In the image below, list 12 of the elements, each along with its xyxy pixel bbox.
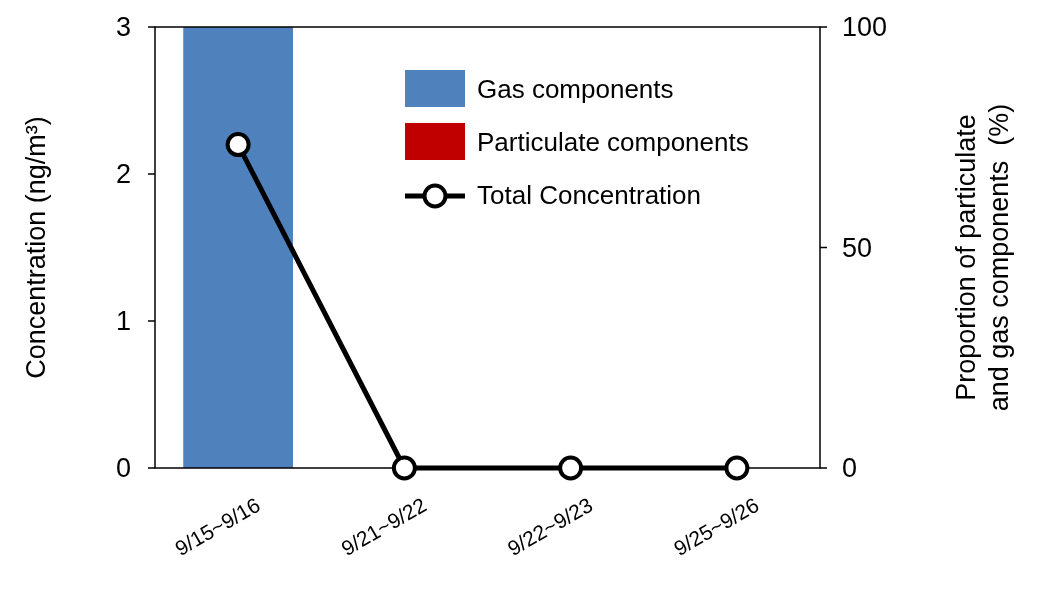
legend-label: Total Concentration [477,180,702,210]
legend-label: Particulate components [477,127,749,157]
y-axis-title: Concentration (ng/m³) [21,116,51,379]
y2-tick-label: 50 [842,232,873,263]
y2-tick-label: 100 [842,12,888,43]
y2-tick-label: 0 [842,453,858,484]
y-tick-label: 2 [115,159,131,190]
legend-label: Gas components [477,74,674,104]
y-tick-label: 3 [115,12,131,43]
y2-axis-title: Proportion of particulate and gas components (%) [951,103,1014,412]
y-tick-label: 0 [115,453,131,484]
y-tick-label: 1 [115,306,131,337]
